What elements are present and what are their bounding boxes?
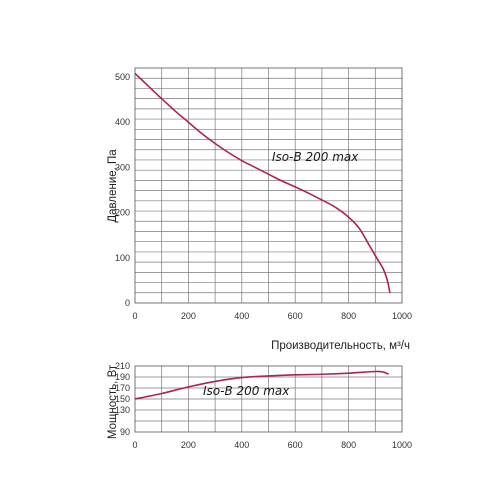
pressure-chart: 0 100 200 300 400 500 0 200 400 600 800 1000 Iso-B… bbox=[107, 67, 412, 352]
power-x-tick-label: 800 bbox=[341, 440, 356, 450]
pressure-y-tick-label: 200 bbox=[115, 208, 130, 218]
pressure-x-tick-label: 600 bbox=[288, 311, 303, 321]
power-x-tick-label: 600 bbox=[288, 440, 303, 450]
power-y-tick-label: 170 bbox=[115, 383, 130, 393]
pressure-x-tick-label: 800 bbox=[341, 311, 356, 321]
pressure-x-tick-label: 400 bbox=[234, 311, 249, 321]
pressure-y-tick-label: 0 bbox=[125, 298, 130, 308]
pressure-curve-label: Iso-B 200 max bbox=[272, 150, 359, 164]
power-x-tick-label: 400 bbox=[234, 440, 249, 450]
pressure-y-axis-label: Давление, Па bbox=[107, 149, 119, 223]
power-x-tick-label: 200 bbox=[181, 440, 196, 450]
pressure-x-tick-label: 1000 bbox=[392, 311, 412, 321]
power-y-tick-label: 90 bbox=[120, 427, 130, 437]
power-y-tick-label: 150 bbox=[115, 394, 130, 404]
power-y-axis-label: Мощность, Вт bbox=[107, 364, 119, 439]
pressure-frame bbox=[134, 67, 403, 304]
power-y-tick-label: 210 bbox=[115, 361, 130, 371]
pressure-x-tick-label: 0 bbox=[132, 311, 137, 321]
power-x-ticks: 0 200 400 600 800 1000 bbox=[132, 440, 412, 450]
pressure-curve bbox=[134, 72, 391, 294]
pressure-y-tick-label: 400 bbox=[115, 117, 130, 127]
power-y-tick-label: 130 bbox=[115, 405, 130, 415]
pressure-x-ticks: 0 200 400 600 800 1000 bbox=[132, 311, 412, 321]
pressure-y-ticks: 0 100 200 300 400 500 bbox=[115, 72, 130, 308]
power-curve-label: Iso-B 200 max bbox=[203, 384, 290, 398]
power-y-tick-label: 190 bbox=[115, 372, 130, 382]
pressure-x-tick-label: 200 bbox=[181, 311, 196, 321]
pressure-grid bbox=[135, 68, 402, 303]
power-x-tick-label: 0 bbox=[132, 440, 137, 450]
pressure-y-tick-label: 500 bbox=[115, 72, 130, 82]
pressure-x-axis-label: Производительность, м³/ч bbox=[271, 340, 410, 352]
power-curve bbox=[134, 370, 389, 400]
pressure-y-tick-label: 300 bbox=[115, 162, 130, 172]
power-grid bbox=[135, 366, 402, 432]
power-x-tick-label: 1000 bbox=[392, 440, 412, 450]
pressure-y-tick-label: 100 bbox=[115, 253, 130, 263]
